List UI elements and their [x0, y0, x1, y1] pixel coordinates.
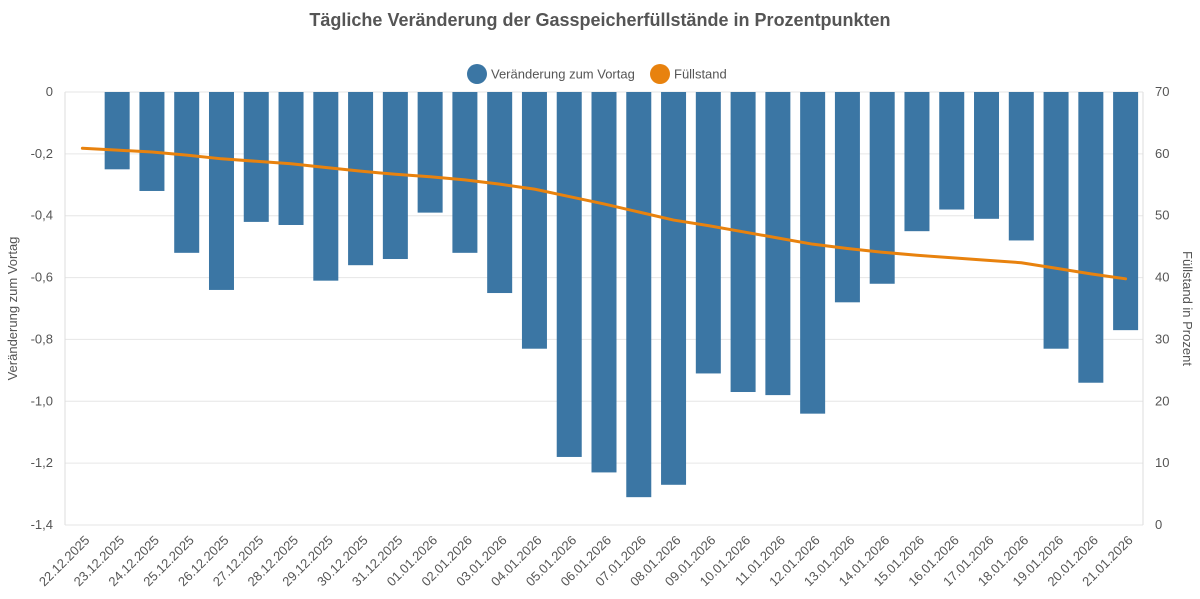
bar-07.01.2026 — [626, 92, 652, 498]
bar-23.12.2025 — [104, 92, 130, 170]
bar-04.01.2026 — [521, 92, 547, 349]
bar-06.01.2026 — [591, 92, 617, 473]
bar-02.01.2026 — [452, 92, 478, 253]
bar-29.12.2025 — [313, 92, 339, 281]
bar-12.01.2026 — [800, 92, 826, 414]
line-series — [80, 146, 1128, 281]
legend[interactable]: Veränderung zum Vortag Füllstand — [467, 64, 727, 84]
y-tick-label-right: 60 — [1155, 146, 1169, 161]
bar-19.01.2026 — [1043, 92, 1069, 349]
y-tick-label-left: -0,6 — [31, 270, 53, 285]
bar-20.01.2026 — [1078, 92, 1104, 383]
legend-marker — [650, 64, 670, 84]
bar-24.12.2025 — [139, 92, 165, 191]
bar-21.01.2026 — [1113, 92, 1139, 331]
bar-15.01.2026 — [904, 92, 930, 232]
y-tick-label-left: -1,0 — [31, 393, 53, 408]
y-tick-label-right: 70 — [1155, 84, 1169, 99]
y-tick-label-left: -0,2 — [31, 146, 53, 161]
chart-title: Tägliche Veränderung der Gasspeicherfüll… — [309, 10, 891, 30]
y-tick-label-left: -0,4 — [31, 208, 53, 223]
bar-26.12.2025 — [208, 92, 234, 290]
y-tick-label-right: 0 — [1155, 517, 1162, 532]
bar-05.01.2026 — [556, 92, 582, 457]
bar-27.12.2025 — [243, 92, 269, 222]
legend-label: Veränderung zum Vortag — [491, 67, 635, 82]
y-tick-label-left: 0 — [46, 84, 53, 99]
y-tick-label-right: 40 — [1155, 270, 1169, 285]
bar-14.01.2026 — [869, 92, 895, 284]
y-tick-label-left: -1,2 — [31, 455, 53, 470]
bar-28.12.2025 — [278, 92, 304, 225]
bar-30.12.2025 — [348, 92, 374, 266]
bar-09.01.2026 — [695, 92, 721, 374]
bar-13.01.2026 — [834, 92, 860, 303]
y-tick-label-right: 10 — [1155, 455, 1169, 470]
legend-item-veraenderung[interactable]: Veränderung zum Vortag — [467, 64, 635, 84]
bar-16.01.2026 — [939, 92, 965, 210]
bar-10.01.2026 — [730, 92, 756, 393]
y-tick-label-left: -1,4 — [31, 517, 53, 532]
bar-03.01.2026 — [487, 92, 513, 294]
legend-item-fuellstand[interactable]: Füllstand — [650, 64, 727, 84]
y-tick-label-left: -0,8 — [31, 331, 53, 346]
bar-11.01.2026 — [765, 92, 791, 396]
y-tick-label-right: 20 — [1155, 393, 1169, 408]
bar-17.01.2026 — [974, 92, 1000, 219]
y-axis-title-right: Füllstand in Prozent — [1180, 251, 1195, 366]
bar-25.12.2025 — [174, 92, 200, 253]
y-tick-label-right: 50 — [1155, 208, 1169, 223]
bar-01.01.2026 — [417, 92, 443, 213]
legend-marker — [467, 64, 487, 84]
y-axis-title-left: Veränderung zum Vortag — [5, 237, 20, 381]
bar-series — [104, 92, 1139, 498]
bar-18.01.2026 — [1008, 92, 1034, 241]
legend-label: Füllstand — [674, 67, 727, 82]
fuellstand-line — [80, 146, 1128, 281]
y-tick-label-right: 30 — [1155, 331, 1169, 346]
bar-08.01.2026 — [661, 92, 687, 485]
